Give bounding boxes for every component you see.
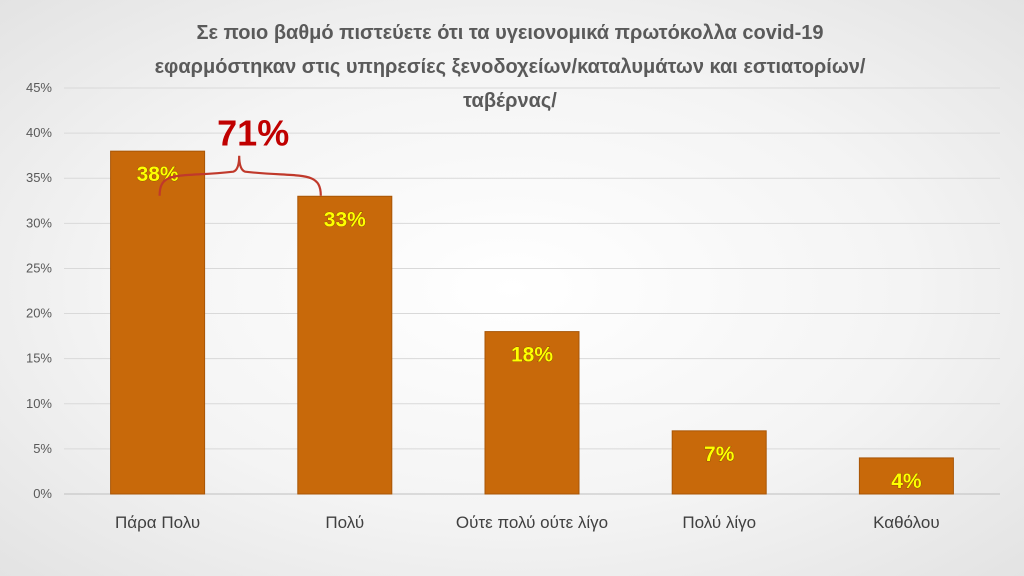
- bar: [110, 150, 206, 495]
- value-labels: 38% 33% 18% 7% 4%: [136, 163, 922, 493]
- y-tick-label: 45%: [26, 80, 52, 95]
- y-tick-label: 10%: [26, 396, 52, 411]
- bar: [297, 195, 393, 495]
- bar: [484, 331, 580, 495]
- chart-title: Σε ποιο βαθμό πιστεύετε ότι τα υγειονομι…: [154, 22, 866, 112]
- annotation-label: 71%: [217, 113, 289, 154]
- y-tick-label: 35%: [26, 170, 52, 185]
- value-label: 38%: [137, 163, 179, 186]
- bar: [858, 457, 954, 495]
- value-label: 4%: [891, 470, 922, 493]
- value-label: 18%: [511, 344, 553, 367]
- y-tick-label: 40%: [26, 125, 52, 140]
- category-label: Ούτε πολύ ούτε λίγο: [456, 513, 608, 532]
- y-tick-label: 20%: [26, 306, 52, 321]
- bars: [110, 150, 954, 495]
- category-label: Πολύ: [325, 513, 364, 532]
- value-label: 7%: [704, 443, 735, 466]
- y-tick-label: 15%: [26, 351, 52, 366]
- bar: [671, 430, 767, 495]
- y-tick-label: 5%: [33, 441, 52, 456]
- category-label: Πολύ λίγο: [682, 513, 756, 532]
- category-label: Καθόλου: [873, 513, 940, 532]
- y-axis-ticks: 0% 5% 10% 15% 20% 25% 30% 35% 40% 45%: [26, 80, 52, 501]
- y-tick-label: 0%: [33, 486, 52, 501]
- value-label: 33%: [324, 208, 366, 231]
- x-axis-labels: Πάρα Πολυ Πολύ Ούτε πολύ ούτε λίγο Πολύ λίγ…: [115, 513, 940, 532]
- y-tick-label: 30%: [26, 215, 52, 230]
- y-tick-label: 25%: [26, 260, 52, 275]
- category-label: Πάρα Πολυ: [115, 513, 200, 532]
